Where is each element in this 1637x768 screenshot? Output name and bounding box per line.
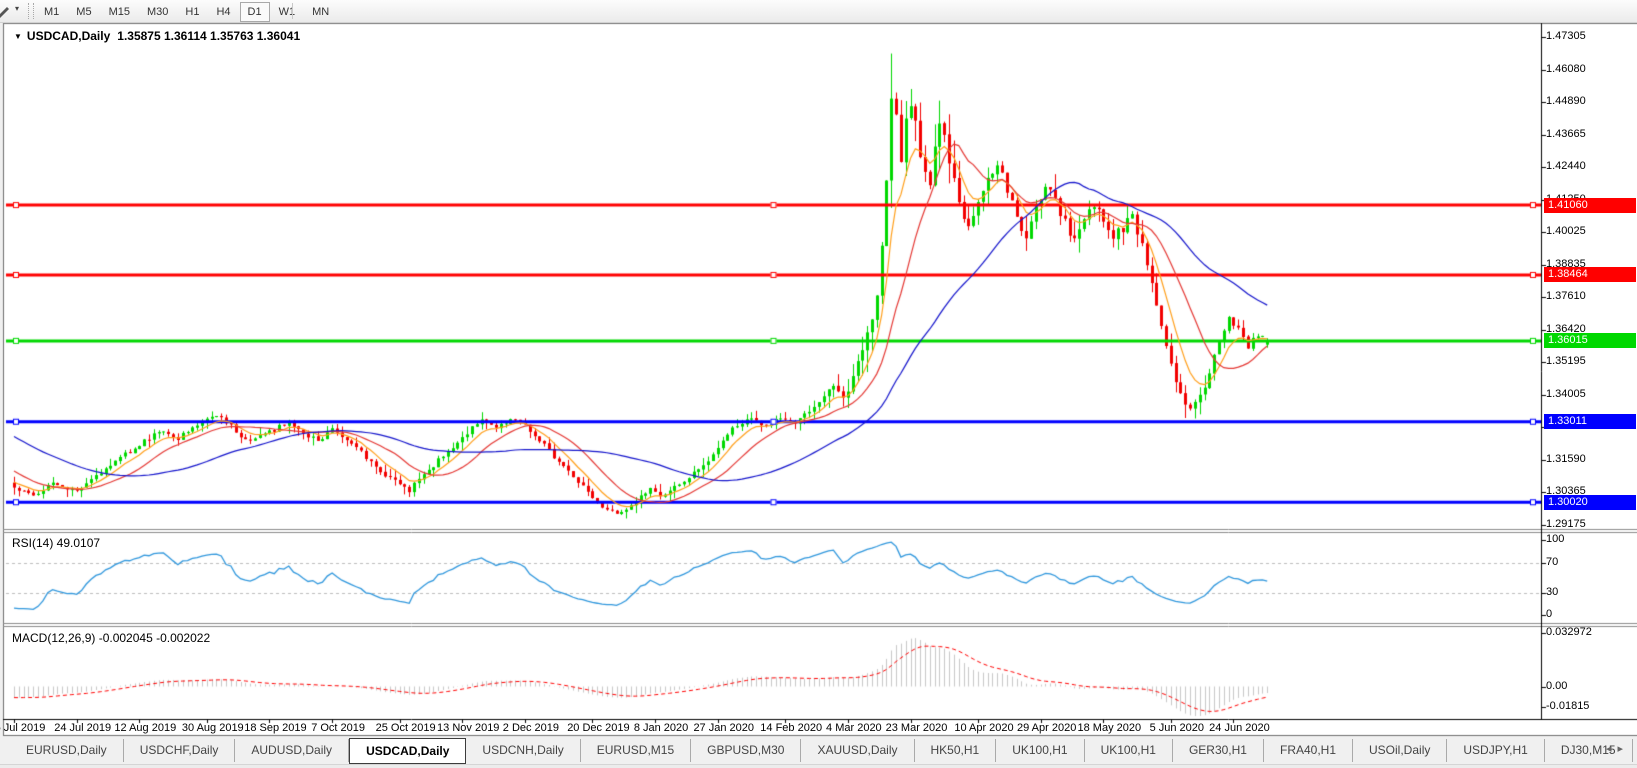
tab-UK100-H1[interactable]: UK100,H1 <box>996 739 1085 762</box>
tab-EURUSD-M15[interactable]: EURUSD,M15 <box>581 739 692 762</box>
timeframe-button-M30[interactable]: M30 <box>146 6 169 18</box>
tab-USDCNH-Daily[interactable]: USDCNH,Daily <box>466 739 581 762</box>
tool-dropdown-caret-icon[interactable]: ▾ <box>15 4 20 13</box>
tab-scroll-right-icon[interactable]: ▸ <box>1617 743 1629 755</box>
chart-tab-bar: EURUSD,Daily USDCHF,Daily AUDUSD,Daily USDC… <box>0 738 1637 764</box>
timeframe-button-M5[interactable]: M5 <box>76 6 92 18</box>
tab-USOil-Daily[interactable]: USOil,Daily <box>1353 739 1448 762</box>
top-toolbar: ▾ M1 M5 M15 M30 H1 H4 D1 W1 MN <box>0 0 1637 23</box>
timeframe-button-MN[interactable]: MN <box>312 6 330 18</box>
tab-scroll-left-icon[interactable]: ◂ <box>1605 743 1618 755</box>
chart-tabs: EURUSD,Daily USDCHF,Daily AUDUSD,Daily USDC… <box>10 738 1633 764</box>
timeframe-button-W1[interactable]: W1 <box>278 6 296 18</box>
tab-XAUUSD-Daily[interactable]: XAUUSD,Daily <box>801 739 915 762</box>
timeframe-button-H4[interactable]: H4 <box>216 6 231 18</box>
tab-GBPUSD-M30[interactable]: GBPUSD,M30 <box>691 739 802 762</box>
tab-EURUSD-Daily[interactable]: EURUSD,Daily <box>10 739 124 762</box>
timeframe-button-M1[interactable]: M1 <box>44 6 60 18</box>
timeframe-button-group: M1 M5 M15 M30 H1 H4 D1 W1 MN <box>36 2 338 22</box>
tab-FRA40-H1[interactable]: FRA40,H1 <box>1264 739 1354 762</box>
tab-UK100-H1[interactable]: UK100,H1 <box>1085 739 1173 762</box>
tab-scroll-arrows: ◂▸ <box>1606 742 1629 755</box>
tab-GER30-H1[interactable]: GER30,H1 <box>1173 739 1264 762</box>
timeframe-button-H1[interactable]: H1 <box>185 6 200 18</box>
tab-USDJPY-H1[interactable]: USDJPY,H1 <box>1447 739 1545 762</box>
tab-AUDUSD-Daily[interactable]: AUDUSD,Daily <box>235 739 350 762</box>
tab-USDCAD-Daily[interactable]: USDCAD,Daily <box>349 738 467 764</box>
toolbar-separator <box>292 3 293 19</box>
tab-USDCHF-Daily[interactable]: USDCHF,Daily <box>124 739 236 762</box>
toolbar-grip <box>28 3 34 19</box>
timeframe-button-M15[interactable]: M15 <box>108 6 130 18</box>
status-strip <box>0 764 1637 768</box>
draw-tool-icon[interactable] <box>0 3 12 19</box>
tab-HK50-H1[interactable]: HK50,H1 <box>915 739 997 762</box>
timeframe-button-D1[interactable]: D1 <box>239 2 270 22</box>
tab-DJ30-M15[interactable]: DJ30,M15 <box>1545 739 1633 762</box>
